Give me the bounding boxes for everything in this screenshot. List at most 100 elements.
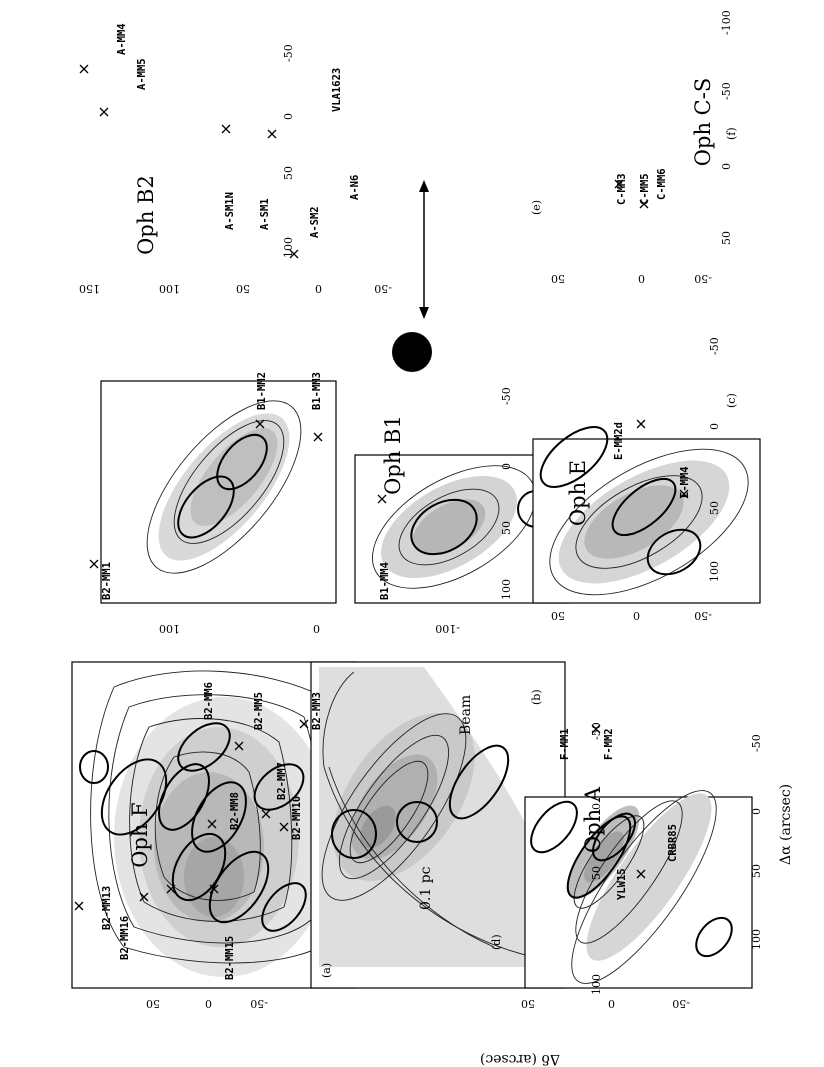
source-label: C-MM3: [616, 173, 628, 205]
ra-tick: -50: [590, 722, 603, 740]
ra-tick: 100: [708, 561, 721, 582]
source-label: B2-MM16: [119, 916, 131, 960]
dec-tick: 0: [205, 997, 212, 1010]
scalebar-label: 0.1 pc: [418, 866, 434, 910]
source-markers: [74, 64, 689, 911]
source-label: CRBR85: [667, 824, 679, 862]
dec-tick: -50: [250, 997, 268, 1010]
dec-tick: 50: [521, 997, 535, 1010]
dec-tick: 50: [146, 997, 160, 1010]
dec-tick: 0: [315, 282, 322, 295]
source-label: A-MM5: [136, 58, 148, 90]
tick-labels-a: 100 50 0 -50 50 0 -50: [146, 734, 763, 1010]
tick-labels-c: 100 50 0 -50 150 100 50 0 -50: [79, 44, 392, 295]
panel-title: Oph E: [566, 460, 590, 526]
dec-tick: -50: [374, 282, 392, 295]
dec-tick: -50: [694, 272, 712, 285]
panel-title: Oph B1: [381, 415, 405, 495]
panel-oph-b2: [71, 661, 357, 989]
ra-tick: 50: [750, 864, 763, 878]
source-label: B2-MM10: [291, 796, 303, 840]
source-label: B2-MM8: [229, 792, 241, 830]
source-label: A-N6: [349, 175, 361, 200]
panel-label: (c): [725, 393, 738, 408]
source-label: B2-MM7: [276, 762, 288, 800]
beam-label: Beam: [458, 695, 474, 735]
tick-labels-d: 100 50 0 -50 50 0 -50: [521, 722, 690, 1010]
ra-tick: 50: [500, 521, 513, 535]
grayscale-emission: [568, 793, 712, 961]
panel-label: (b): [530, 689, 543, 705]
panel-oph-c-s: [532, 426, 761, 604]
ra-tick: 0: [720, 163, 733, 170]
dec-tick: 50: [236, 282, 250, 295]
tick-labels-e: 100 50 0 -50 50 0 -50: [551, 337, 721, 622]
tick-labels-b: 100 50 0 -50 100 0 -100: [159, 387, 513, 635]
dec-tick: 0: [608, 997, 615, 1010]
ra-tick: -50: [500, 387, 513, 405]
text-layer: Oph B2 Oph B1 Oph A Oph F Oph E Oph C-S …: [74, 10, 794, 1067]
panel-label: (a): [320, 963, 333, 978]
ra-tick: 100: [500, 579, 513, 600]
core-ellipses: [331, 744, 510, 859]
panel-title: Oph F: [128, 802, 152, 867]
beam-marker: [392, 332, 432, 372]
grayscale-emission: [381, 475, 517, 579]
source-label: B2-MM6: [203, 682, 215, 720]
source-label: A-MM4: [116, 23, 128, 55]
dec-tick: 50: [551, 609, 565, 622]
panel-oph-f: [100, 380, 337, 604]
ra-tick: 0: [750, 808, 763, 815]
dec-tick: 150: [79, 282, 100, 295]
dec-tick: 100: [159, 282, 180, 295]
dec-tick: -100: [435, 622, 460, 635]
ra-tick: 100: [750, 929, 763, 950]
source-label: A-SM2: [309, 206, 321, 238]
panel-label: (f): [725, 127, 738, 140]
ra-tick: -50: [750, 734, 763, 752]
core-ellipses: [79, 722, 307, 932]
dec-tick: 0: [638, 272, 645, 285]
source-label: B1-MM2: [256, 372, 268, 410]
ra-tick: 50: [708, 501, 721, 515]
panel-label: (d): [490, 934, 503, 950]
ra-tick: 50: [590, 866, 603, 880]
dec-tick: 100: [159, 622, 180, 635]
source-label: B1-MM3: [311, 372, 323, 410]
source-label: E-MM2d: [613, 422, 625, 460]
source-label: F-MM1: [559, 728, 571, 760]
contours: [321, 671, 535, 958]
ra-tick: 50: [282, 166, 295, 180]
ra-tick: -50: [282, 44, 295, 62]
panel-oph-a: [524, 790, 753, 989]
dec-tick: -50: [672, 997, 690, 1010]
ra-tick: 100: [590, 974, 603, 995]
ra-tick: 50: [720, 231, 733, 245]
source-label: F-MM2: [603, 728, 615, 760]
ra-tick: 0: [590, 803, 603, 810]
contours: [371, 465, 537, 589]
panel-label: (e): [530, 200, 543, 215]
core-ellipses: [177, 433, 268, 539]
ra-tick: 0: [500, 463, 513, 470]
dec-tick: 0: [633, 609, 640, 622]
ra-tick: 100: [282, 237, 295, 258]
panel-title: Oph A: [581, 786, 605, 853]
contours: [549, 448, 749, 596]
source-label: B2-MM15: [224, 936, 236, 980]
dec-tick: 50: [551, 272, 565, 285]
source-label: B2-MM1: [101, 562, 113, 600]
source-label: A-SM1: [259, 198, 271, 230]
ra-tick: 0: [708, 423, 721, 430]
panel-oph-b1: [310, 661, 566, 989]
source-label: VLA1623: [331, 68, 343, 112]
source-label: B2-MM13: [101, 886, 113, 930]
ra-tick: -50: [720, 82, 733, 100]
ra-tick: -100: [720, 10, 733, 35]
y-axis-label: Δδ (arcsec): [480, 1051, 560, 1067]
source-label: B2-MM5: [253, 692, 265, 730]
source-label: YLW15: [616, 868, 628, 900]
ra-tick: 0: [282, 113, 295, 120]
tick-labels-f: 50 0 -50 -100 50 0 -50: [551, 10, 733, 285]
source-label: B2-MM3: [311, 692, 323, 730]
